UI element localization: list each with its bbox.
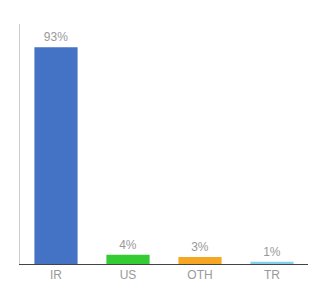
svg-text:US: US — [120, 268, 137, 282]
svg-text:3%: 3% — [191, 240, 209, 254]
svg-text:OTH: OTH — [187, 268, 212, 282]
svg-text:IR: IR — [50, 268, 62, 282]
svg-text:TR: TR — [264, 268, 280, 282]
svg-text:4%: 4% — [119, 238, 137, 252]
svg-text:1%: 1% — [263, 245, 281, 259]
svg-text:93%: 93% — [44, 30, 68, 44]
